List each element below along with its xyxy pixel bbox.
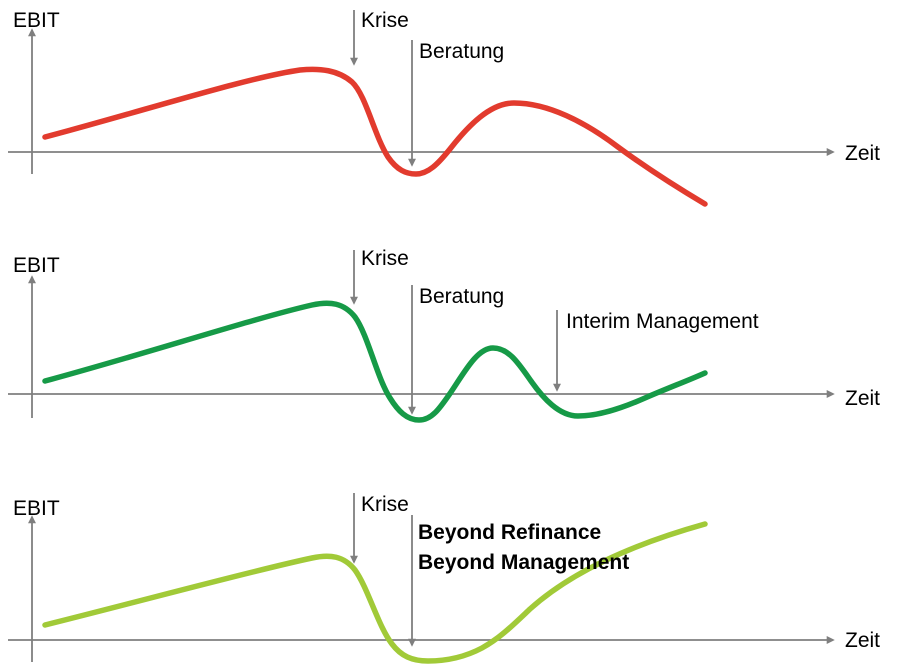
ebit-curve	[42, 300, 708, 423]
annotation-beyond-line-1: Beyond Refinance	[418, 521, 602, 544]
x-axis-label-zeit: Zeit	[845, 387, 881, 410]
annotation-beratung: Beratung	[419, 40, 505, 63]
chart-crisis-beyond: EBIT Zeit Krise Beyond Refinance Beyond …	[0, 460, 900, 668]
x-axis-label-zeit: Zeit	[845, 629, 881, 652]
y-axis-label-ebit: EBIT	[13, 254, 60, 277]
annotation-beyond-line-2: Beyond Management	[418, 551, 630, 574]
chart-crisis-beratung-plot	[8, 10, 835, 207]
chart-crisis-beratung: EBIT Zeit Krise Beratung	[0, 0, 900, 230]
chart-crisis-beyond-plot	[8, 493, 835, 664]
ebit-curve	[42, 66, 708, 207]
annotation-krise: Krise	[361, 493, 409, 516]
chart-crisis-interim-management-plot	[8, 250, 835, 423]
annotation-interim-management: Interim Management	[566, 310, 759, 333]
chart-crisis-interim-management: EBIT Zeit Krise Beratung Interim Managem…	[0, 230, 900, 460]
y-axis-label-ebit: EBIT	[13, 497, 60, 520]
ebit-curve	[42, 521, 708, 664]
annotation-krise: Krise	[361, 9, 409, 32]
annotation-beratung: Beratung	[419, 285, 505, 308]
annotation-krise: Krise	[361, 247, 409, 270]
x-axis-label-zeit: Zeit	[845, 142, 881, 165]
y-axis-label-ebit: EBIT	[13, 9, 60, 32]
annotation-beyond: Beyond Refinance Beyond Management	[418, 518, 629, 578]
